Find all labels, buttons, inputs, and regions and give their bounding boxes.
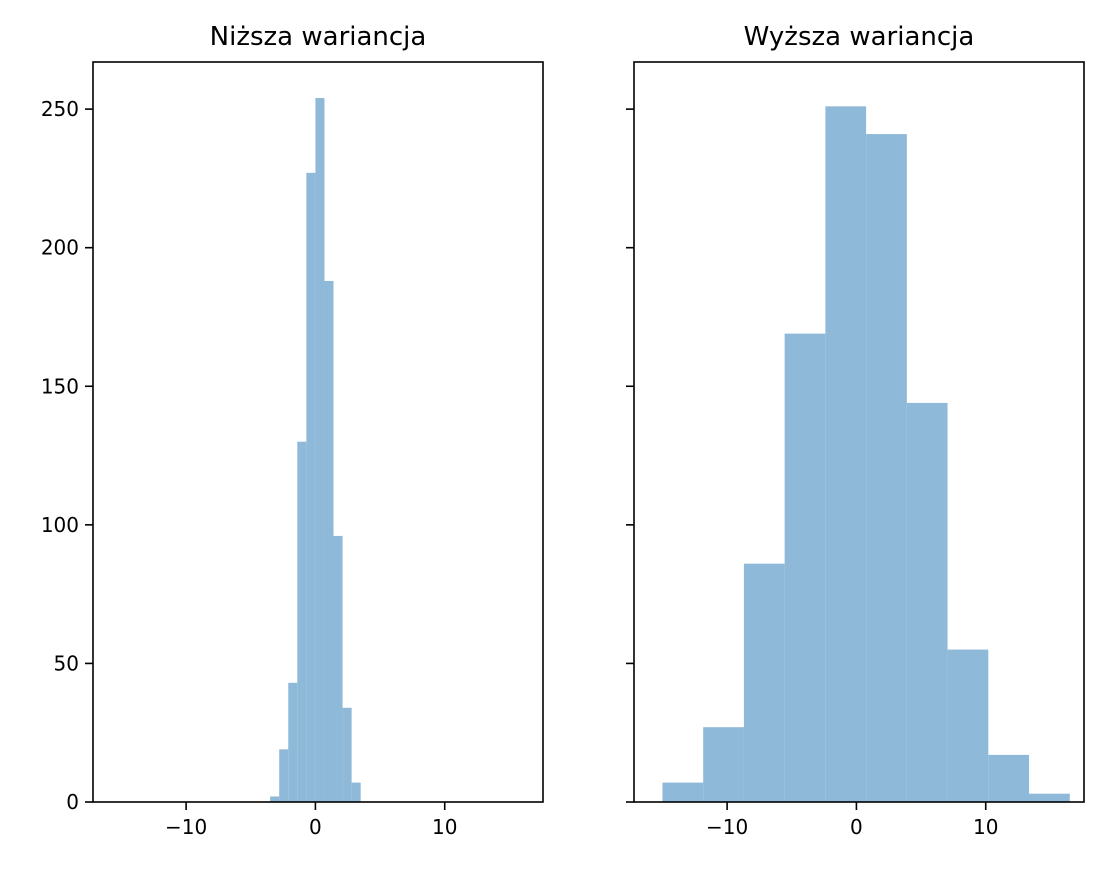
histogram-bar-8 (342, 707, 352, 802)
y-tick-label: 0 (66, 790, 79, 814)
histogram-bar-5 (315, 98, 325, 802)
histogram-bar-8 (988, 754, 1030, 802)
histogram-bar-2 (743, 563, 785, 802)
y-tick-label: 100 (41, 513, 79, 537)
histogram-bar-5 (866, 134, 907, 802)
y-tick-label: 250 (41, 97, 79, 121)
histogram-bar-9 (1029, 793, 1070, 802)
x-tick-label: 10 (432, 815, 457, 839)
histogram-bar-7 (947, 649, 989, 802)
bars (662, 106, 1070, 803)
x-tick-label: −10 (706, 815, 748, 839)
y-tick-label: 150 (41, 374, 79, 398)
histogram-bar-6 (324, 280, 334, 802)
x-tick-label: 0 (850, 815, 863, 839)
histogram-bar-4 (825, 106, 867, 803)
x-axis: −10 0 10 (165, 802, 457, 839)
histogram-bar-6 (906, 402, 948, 802)
histogram-bar-1 (703, 727, 744, 802)
histogram-bar-3 (784, 333, 826, 802)
x-tick-label: −10 (165, 815, 207, 839)
histogram-bar-0 (662, 782, 704, 802)
y-axis: 0 50 100 150 200 250 (41, 97, 93, 814)
axes-frame (633, 61, 1085, 803)
panel-title: Wyższa wariancja (744, 22, 975, 52)
axes-frame (92, 61, 544, 803)
histogram-bar-7 (333, 535, 343, 802)
x-tick-label: 10 (973, 815, 998, 839)
histogram-bar-9 (351, 782, 361, 802)
panel-lower-variance: Niższa wariancja −10 0 10 0 50 100 150 200 250 (41, 22, 544, 839)
x-axis: −10 0 10 (706, 802, 998, 839)
panel-title: Niższa wariancja (210, 22, 427, 52)
bars (270, 98, 361, 803)
histogram-bar-2 (288, 682, 298, 802)
panel-higher-variance: Wyższa wariancja −10 0 10 (626, 22, 1085, 839)
y-axis (626, 108, 634, 803)
y-tick-label: 50 (54, 651, 79, 675)
histogram-bar-1 (279, 749, 289, 802)
y-tick-label: 200 (41, 236, 79, 260)
histogram-bar-3 (297, 441, 307, 802)
x-tick-label: 0 (309, 815, 322, 839)
histogram-bar-0 (270, 796, 280, 802)
histogram-bar-4 (306, 172, 316, 803)
